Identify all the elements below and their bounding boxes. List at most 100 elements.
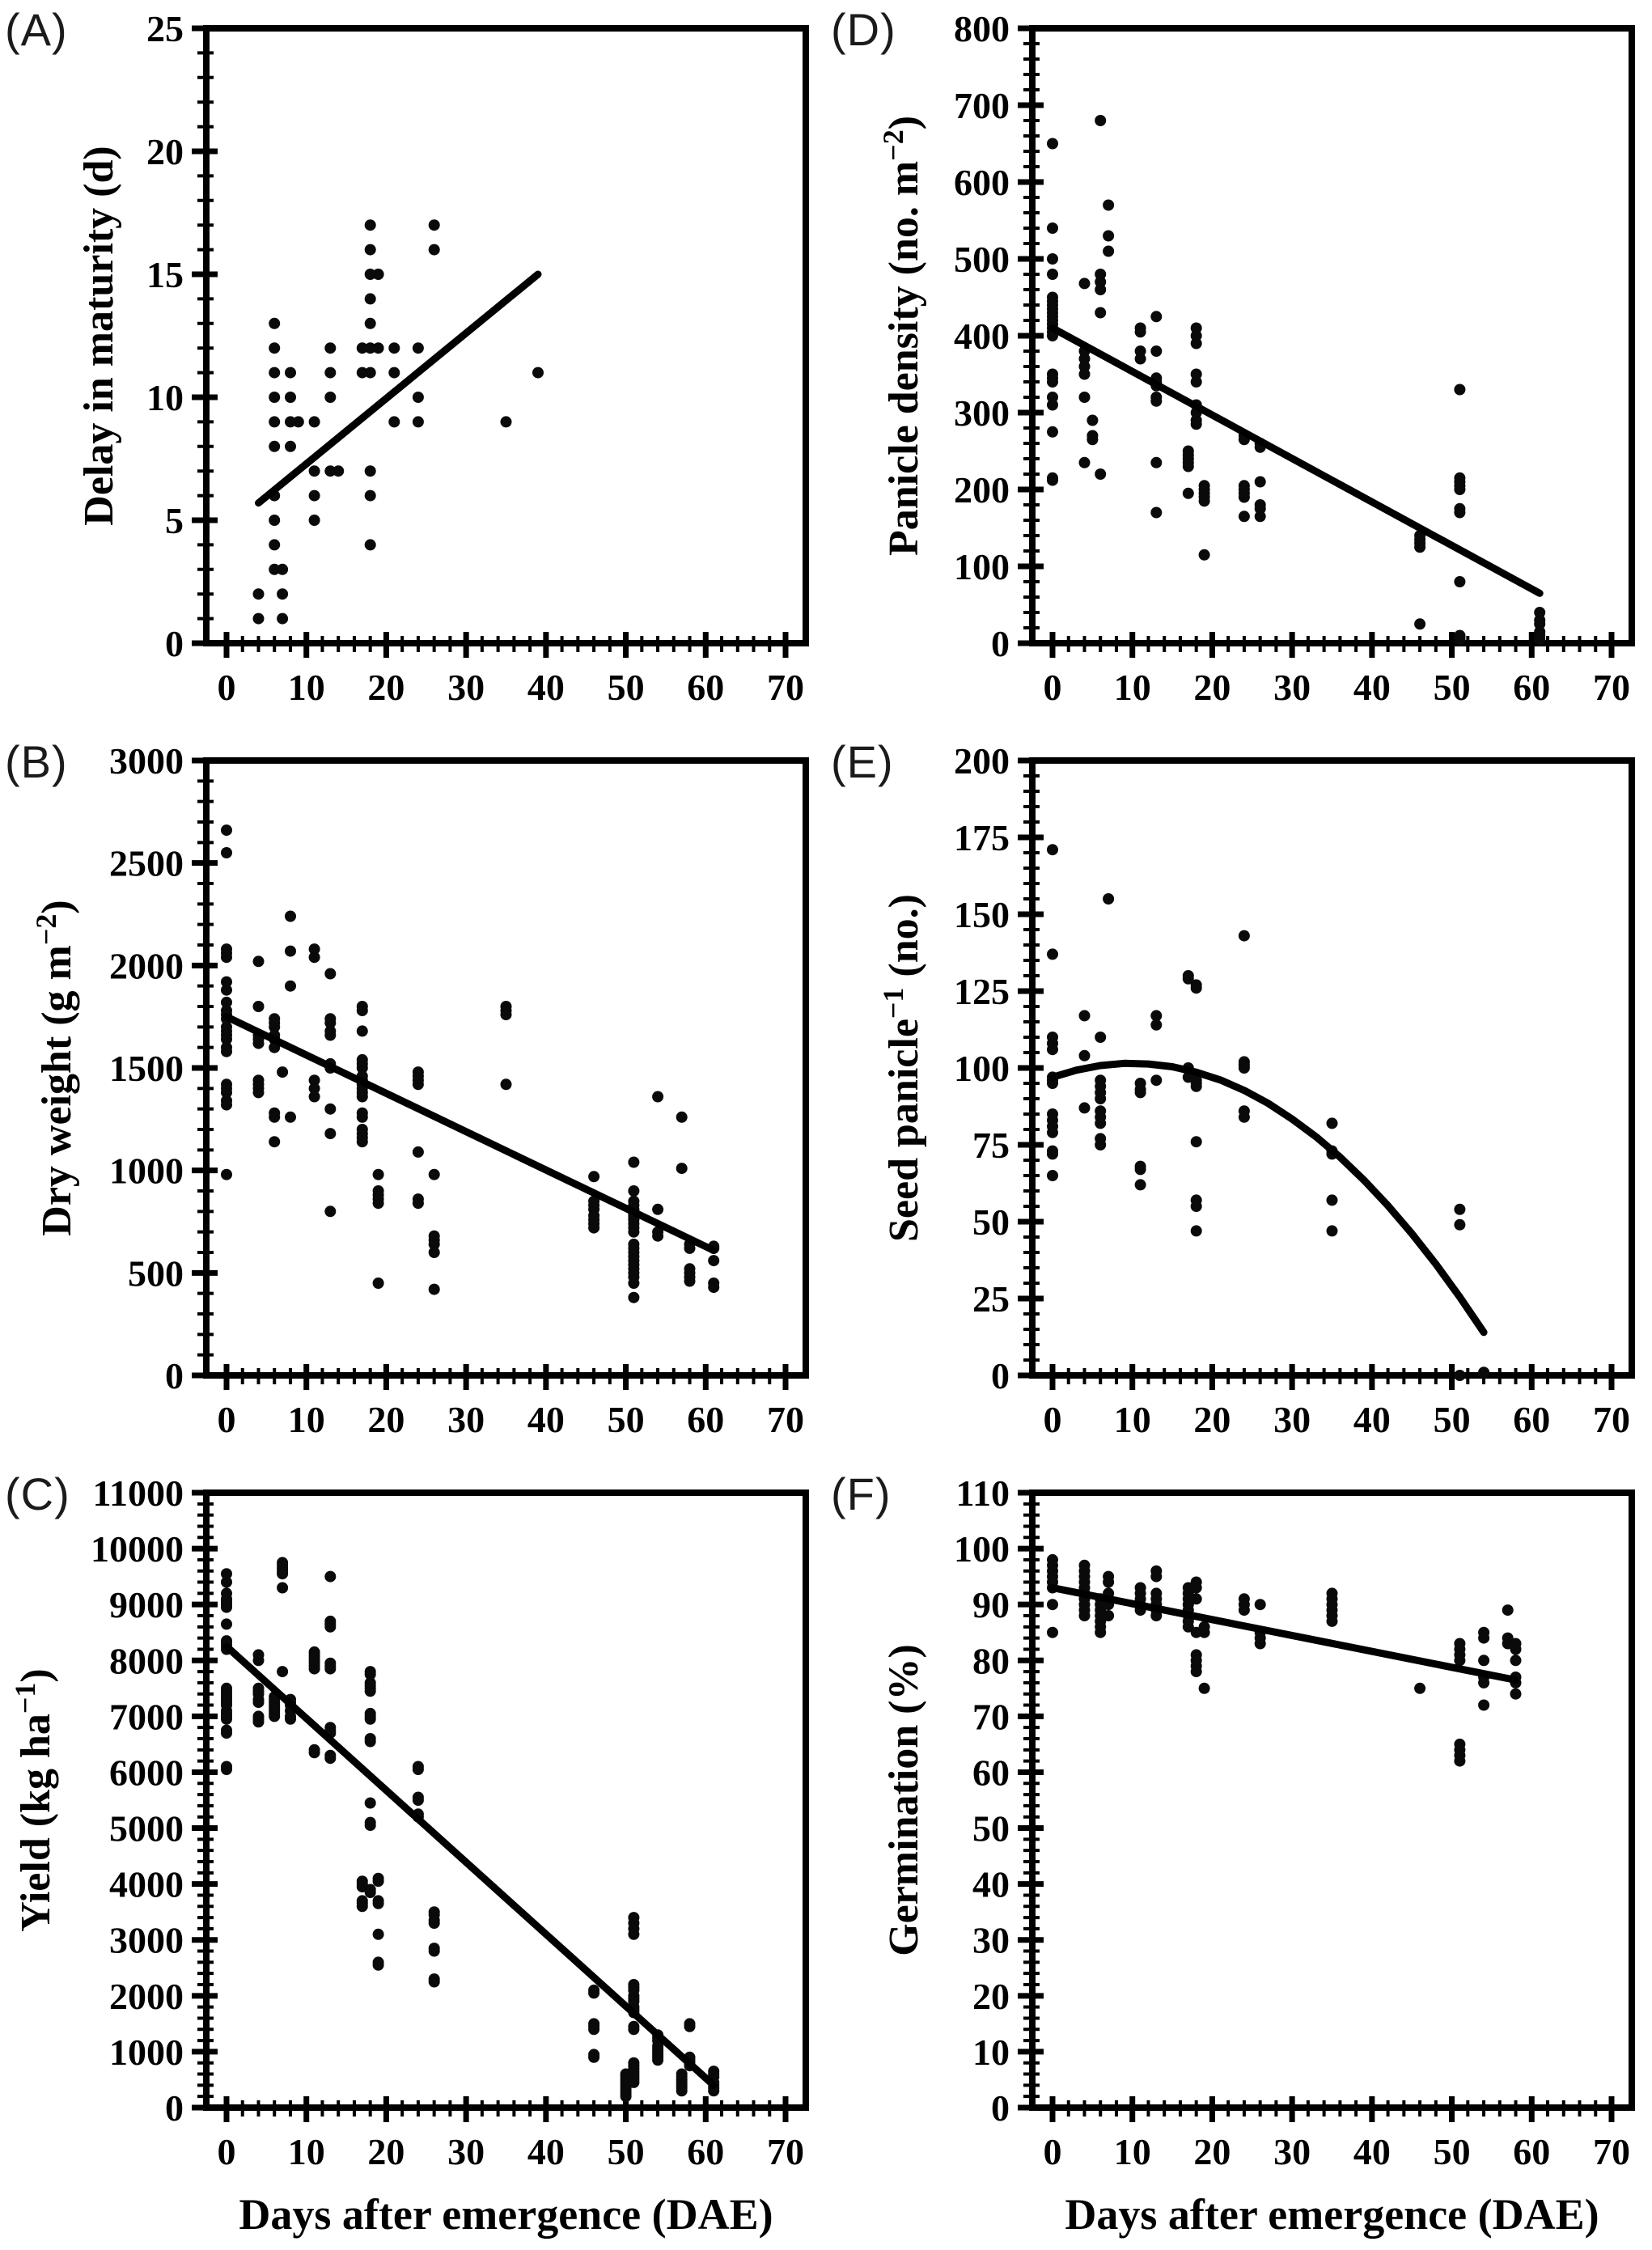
svg-text:200: 200 <box>954 740 1010 782</box>
svg-text:70: 70 <box>1593 667 1630 708</box>
svg-text:Dry weight (g m−2): Dry weight (g m−2) <box>30 900 80 1235</box>
svg-text:10: 10 <box>288 1399 325 1440</box>
svg-text:40: 40 <box>527 667 565 708</box>
svg-text:60: 60 <box>972 1752 1010 1793</box>
svg-text:7000: 7000 <box>109 1696 184 1737</box>
svg-text:30: 30 <box>447 1399 485 1440</box>
svg-text:10: 10 <box>146 377 184 418</box>
svg-text:10000: 10000 <box>91 1528 184 1570</box>
svg-text:500: 500 <box>954 239 1010 280</box>
panel-a-label: (A) <box>5 4 68 55</box>
svg-text:40: 40 <box>972 1864 1010 1905</box>
panel-b: 0 10 20 30 40 50 60 70 0 500 1000 1500 2000 2500 3000 D… <box>0 732 826 1464</box>
svg-text:10: 10 <box>1114 2131 1151 2172</box>
svg-text:800: 800 <box>954 8 1010 49</box>
svg-text:20: 20 <box>367 2131 405 2172</box>
svg-text:0: 0 <box>165 623 184 664</box>
svg-text:1500: 1500 <box>109 1048 184 1089</box>
svg-text:700: 700 <box>954 85 1010 126</box>
svg-text:9000: 9000 <box>109 1584 184 1625</box>
svg-text:500: 500 <box>128 1252 184 1294</box>
svg-text:30: 30 <box>972 1920 1010 1961</box>
svg-text:50: 50 <box>1434 2131 1471 2172</box>
svg-text:11000: 11000 <box>93 1472 184 1514</box>
svg-text:25: 25 <box>972 1278 1010 1320</box>
svg-text:50: 50 <box>608 667 645 708</box>
panel-c-chart: 0 10 20 30 40 50 60 70 0 1000 2000 3000 4000 5000 6000… <box>0 1464 826 2250</box>
panel-a: 0 10 20 30 40 50 60 70 0 5 10 15 20 25 Delay in maturi… <box>0 0 826 732</box>
svg-text:90: 90 <box>972 1584 1010 1625</box>
svg-text:200: 200 <box>954 469 1010 511</box>
panel-e-label: (E) <box>831 736 894 787</box>
svg-text:Days after emergence (DAE): Days after emergence (DAE) <box>1065 2190 1599 2239</box>
svg-text:70: 70 <box>1593 1399 1630 1440</box>
svg-text:50: 50 <box>608 1399 645 1440</box>
svg-text:20: 20 <box>146 131 184 172</box>
svg-text:300: 300 <box>954 392 1010 434</box>
panel-b-label: (B) <box>5 736 68 787</box>
svg-text:30: 30 <box>1273 2131 1311 2172</box>
svg-text:70: 70 <box>972 1696 1010 1737</box>
svg-text:2000: 2000 <box>109 1976 184 2017</box>
panel-d-chart: 0 10 20 30 40 50 60 70 0 100 200 300 400 500 600 700 800… <box>826 0 1652 732</box>
svg-text:10: 10 <box>972 2032 1010 2073</box>
svg-text:25: 25 <box>146 8 184 49</box>
svg-text:125: 125 <box>954 971 1010 1012</box>
svg-text:1000: 1000 <box>109 2032 184 2073</box>
panel-e: 0 10 20 30 40 50 60 70 0 25 50 75 100 125 150 175 200 See… <box>826 732 1652 1464</box>
svg-text:20: 20 <box>367 1399 405 1440</box>
svg-text:80: 80 <box>972 1640 1010 1681</box>
svg-text:3000: 3000 <box>109 740 184 782</box>
svg-text:20: 20 <box>1193 1399 1231 1440</box>
svg-text:Seed panicle−1 (no.): Seed panicle−1 (no.) <box>877 894 927 1242</box>
svg-text:50: 50 <box>1434 667 1471 708</box>
svg-text:60: 60 <box>687 1399 724 1440</box>
svg-text:0: 0 <box>218 667 236 708</box>
svg-text:50: 50 <box>972 1808 1010 1850</box>
svg-text:30: 30 <box>447 2131 485 2172</box>
svg-text:5000: 5000 <box>109 1808 184 1850</box>
svg-text:150: 150 <box>954 894 1010 935</box>
svg-text:0: 0 <box>218 1399 236 1440</box>
svg-text:30: 30 <box>1273 1399 1311 1440</box>
panel-c-label: (C) <box>5 1468 70 1519</box>
svg-text:20: 20 <box>972 1976 1010 2017</box>
svg-text:15: 15 <box>146 254 184 295</box>
svg-text:0: 0 <box>1044 1399 1062 1440</box>
svg-text:2000: 2000 <box>109 945 184 986</box>
svg-text:10: 10 <box>288 2131 325 2172</box>
svg-text:50: 50 <box>1434 1399 1471 1440</box>
svg-text:0: 0 <box>1044 667 1062 708</box>
panel-d-label: (D) <box>831 4 896 55</box>
panel-f: 0 10 20 30 40 50 60 70 0 10 20 30 40 50 60 70 80 90 100 110… <box>826 1464 1652 2250</box>
svg-text:1000: 1000 <box>109 1150 184 1192</box>
svg-text:40: 40 <box>1353 667 1391 708</box>
panel-f-label: (F) <box>831 1468 892 1519</box>
svg-text:4000: 4000 <box>109 1864 184 1905</box>
panel-e-chart: 0 10 20 30 40 50 60 70 0 25 50 75 100 125 150 175 200 See… <box>826 732 1652 1464</box>
panel-a-chart: 0 10 20 30 40 50 60 70 0 5 10 15 20 25 Delay in maturi… <box>0 0 826 732</box>
svg-text:3000: 3000 <box>109 1920 184 1961</box>
svg-text:20: 20 <box>1193 2131 1231 2172</box>
svg-text:Panicle density (no. m−2): Panicle density (no. m−2) <box>877 116 927 556</box>
svg-text:20: 20 <box>367 667 405 708</box>
svg-text:75: 75 <box>972 1125 1010 1166</box>
svg-text:50: 50 <box>608 2131 645 2172</box>
svg-text:40: 40 <box>1353 2131 1391 2172</box>
svg-text:175: 175 <box>954 817 1010 858</box>
svg-text:60: 60 <box>1513 1399 1550 1440</box>
panel-d: 0 10 20 30 40 50 60 70 0 100 200 300 400 500 600 700 800… <box>826 0 1652 732</box>
svg-text:100: 100 <box>954 1528 1010 1570</box>
svg-text:10: 10 <box>288 667 325 708</box>
svg-text:0: 0 <box>991 623 1010 664</box>
svg-text:70: 70 <box>767 1399 804 1440</box>
panel-c: 0 10 20 30 40 50 60 70 0 1000 2000 3000 4000 5000 6000… <box>0 1464 826 2250</box>
svg-text:0: 0 <box>1044 2131 1062 2172</box>
svg-text:0: 0 <box>165 2087 184 2129</box>
svg-text:70: 70 <box>767 667 804 708</box>
svg-text:50: 50 <box>972 1201 1010 1243</box>
svg-text:0: 0 <box>165 1355 184 1396</box>
svg-text:110: 110 <box>956 1472 1010 1514</box>
svg-text:0: 0 <box>991 1355 1010 1396</box>
svg-text:60: 60 <box>1513 667 1550 708</box>
